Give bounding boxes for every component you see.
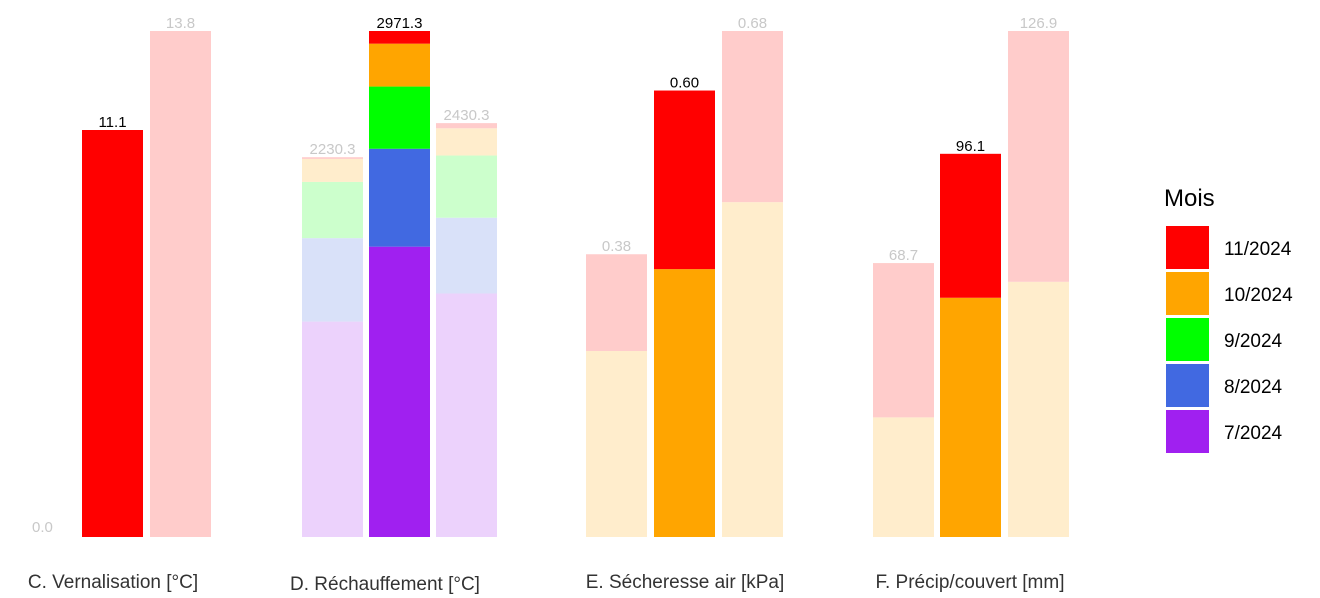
bar-total-label: 96.1 [956,138,985,155]
bar-total-label: 2430.3 [444,107,490,124]
bar-current: 0.60 [654,75,715,537]
bar-segment-10-2024 [722,202,783,537]
bar-segment-10-2024 [1008,281,1069,537]
bar-reference-high: 126.9 [1008,15,1069,537]
bar-segment-11-2024 [150,31,211,537]
bar-segment-10-2024 [436,128,497,156]
panel-title: D. Réchauffement [°C] [290,574,480,595]
panel-title: F. Précip/couvert [mm] [876,572,1065,593]
bar-segment-7-2024 [302,321,363,537]
bar-segment-11-2024 [654,90,715,270]
bar-current: 2971.3 [369,15,430,537]
legend-item-8-2024: 8/2024 [1166,364,1283,407]
legend-label: 7/2024 [1224,423,1283,444]
legend-swatch [1166,226,1209,269]
panel-3: 0.38 0.60 0.68 E. Sécheresse air [kPa] [586,15,785,593]
bar-segment-8-2024 [436,217,497,294]
chart-panels: 11.1 13.8 0.0 C. Vernalisation [°C] 2230.3 29… [28,15,1069,595]
legend-label: 8/2024 [1224,377,1283,398]
bar-total-label: 11.1 [98,114,126,131]
legend: Mois 11/2024 10/2024 9/2024 8/2024 7/2024 [1164,185,1293,453]
bar-segment-11-2024 [302,157,363,159]
legend-swatch [1166,318,1209,361]
bar-segment-11-2024 [369,31,430,44]
legend-label: 10/2024 [1224,285,1293,306]
panel-2: 2230.3 2971.3 2430.3 D. Réchauffement [°C] [290,15,497,595]
bar-segment-10-2024 [369,43,430,87]
legend-item-11-2024: 11/2024 [1166,226,1292,269]
panel-title: C. Vernalisation [°C] [28,572,198,593]
bar-segment-10-2024 [302,158,363,182]
bar-reference-high: 13.8 [150,15,211,537]
legend-items: 11/2024 10/2024 9/2024 8/2024 7/2024 [1166,226,1293,453]
legend-swatch [1166,410,1209,453]
bar-segment-8-2024 [369,148,430,247]
bar-reference-high: 2430.3 [436,107,497,537]
bar-total-label: 0.68 [738,15,767,32]
bar-total-label: 13.8 [166,15,195,32]
bar-segment-10-2024 [654,269,715,537]
legend-title: Mois [1164,185,1215,212]
zero-label: 0.0 [32,519,53,536]
bar-reference-high: 0.68 [722,15,783,537]
bar-segment-9-2024 [302,181,363,239]
bar-current: 96.1 [940,138,1001,537]
legend-label: 9/2024 [1224,331,1283,352]
panel-1: 11.1 13.8 0.0 C. Vernalisation [°C] [28,15,211,593]
panel-title: E. Sécheresse air [kPa] [586,572,785,593]
bar-total-label: 126.9 [1020,15,1058,32]
bar-segment-10-2024 [586,350,647,537]
legend-swatch [1166,364,1209,407]
bar-segment-11-2024 [873,263,934,418]
bar-segment-10-2024 [873,417,934,537]
legend-item-7-2024: 7/2024 [1166,410,1283,453]
bar-segment-10-2024 [940,297,1001,537]
bar-segment-11-2024 [722,31,783,203]
bar-reference-low: 0.38 [586,238,647,537]
bar-segment-11-2024 [940,153,1001,298]
legend-label: 11/2024 [1224,239,1292,260]
bar-total-label: 2230.3 [310,141,356,158]
bar-segment-9-2024 [369,86,430,149]
bar-reference-low: 2230.3 [302,141,363,537]
bar-segment-11-2024 [436,123,497,129]
bar-current: 11.1 [82,114,143,537]
bar-segment-11-2024 [82,130,143,537]
bar-total-label: 68.7 [889,247,918,264]
panel-4: 68.7 96.1 126.9 F. Précip/couvert [mm] [873,15,1069,593]
bar-total-label: 2971.3 [377,15,423,32]
legend-item-10-2024: 10/2024 [1166,272,1293,315]
legend-item-9-2024: 9/2024 [1166,318,1283,361]
bar-segment-11-2024 [586,254,647,351]
bar-total-label: 0.60 [670,75,699,92]
bar-segment-7-2024 [436,293,497,537]
bar-segment-9-2024 [436,155,497,218]
bar-segment-11-2024 [1008,31,1069,282]
legend-swatch [1166,272,1209,315]
bar-reference-low: 68.7 [873,247,934,537]
bar-total-label: 0.38 [602,238,631,255]
bar-segment-7-2024 [369,246,430,537]
bar-segment-8-2024 [302,238,363,322]
